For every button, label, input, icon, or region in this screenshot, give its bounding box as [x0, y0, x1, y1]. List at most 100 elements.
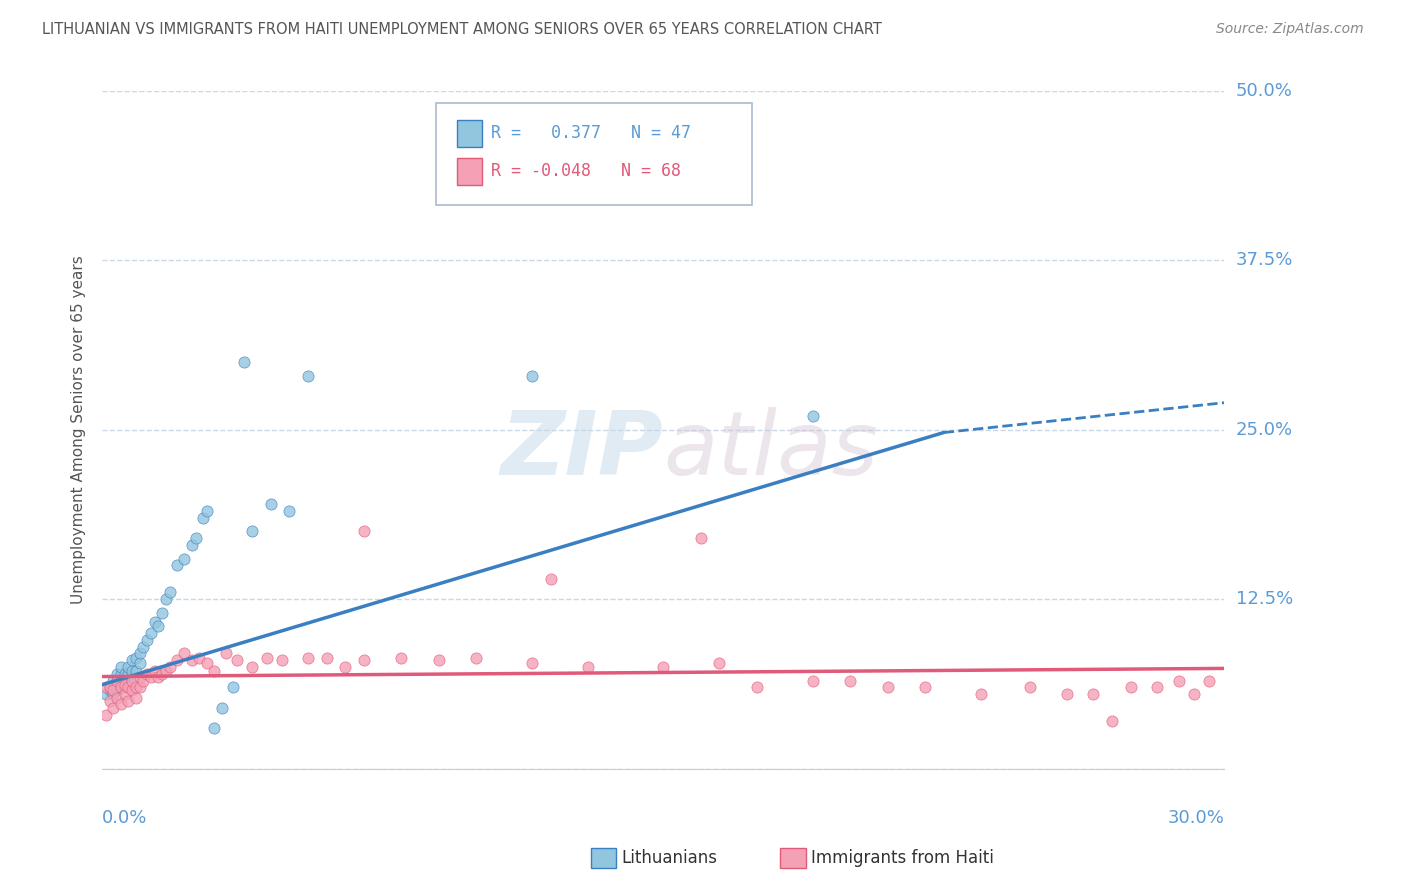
Point — [195, 504, 218, 518]
Point — [195, 656, 218, 670]
Point — [193, 511, 215, 525]
Point — [1101, 714, 1123, 729]
Point — [181, 653, 204, 667]
Point — [121, 664, 143, 678]
Point — [270, 653, 292, 667]
Point — [105, 673, 128, 688]
Point — [105, 673, 128, 688]
Point — [259, 497, 281, 511]
Point — [125, 650, 148, 665]
Point — [188, 650, 211, 665]
Point — [801, 409, 824, 424]
Point — [110, 666, 132, 681]
Point — [970, 687, 993, 701]
Point — [148, 669, 170, 683]
Point — [128, 669, 150, 683]
Point — [297, 650, 319, 665]
Point — [103, 687, 125, 701]
Text: LITHUANIAN VS IMMIGRANTS FROM HAITI UNEMPLOYMENT AMONG SENIORS OVER 65 YEARS COR: LITHUANIAN VS IMMIGRANTS FROM HAITI UNEM… — [42, 22, 882, 37]
Point — [110, 660, 132, 674]
Point — [105, 666, 128, 681]
Text: Lithuanians: Lithuanians — [621, 849, 717, 867]
Point — [876, 681, 898, 695]
Point — [173, 647, 195, 661]
Point — [1146, 681, 1168, 695]
Point — [315, 650, 337, 665]
Point — [181, 538, 204, 552]
Point — [110, 697, 132, 711]
Point — [1018, 681, 1040, 695]
Text: R = -0.048   N = 68: R = -0.048 N = 68 — [491, 162, 681, 180]
Point — [128, 647, 150, 661]
Point — [801, 673, 824, 688]
Point — [121, 673, 143, 688]
Point — [125, 681, 148, 695]
Point — [233, 355, 256, 369]
Point — [155, 592, 177, 607]
Point — [121, 653, 143, 667]
Point — [94, 707, 117, 722]
Point — [353, 524, 375, 539]
Point — [1182, 687, 1205, 701]
Point — [103, 673, 125, 688]
Point — [155, 664, 177, 678]
Point — [297, 368, 319, 383]
Point — [103, 683, 125, 698]
Text: 30.0%: 30.0% — [1167, 809, 1225, 828]
Point — [427, 653, 450, 667]
Text: R =   0.377   N = 47: R = 0.377 N = 47 — [491, 124, 690, 142]
Point — [148, 619, 170, 633]
Point — [256, 650, 278, 665]
Point — [353, 653, 375, 667]
Text: ZIP: ZIP — [501, 407, 664, 493]
Point — [105, 683, 128, 698]
Point — [240, 524, 263, 539]
Point — [114, 673, 136, 688]
Point — [240, 660, 263, 674]
Point — [222, 681, 245, 695]
Point — [132, 640, 155, 654]
Point — [114, 678, 136, 692]
Point — [94, 687, 117, 701]
Text: 12.5%: 12.5% — [1236, 591, 1292, 608]
Point — [184, 531, 207, 545]
Point — [914, 681, 936, 695]
Text: 37.5%: 37.5% — [1236, 252, 1294, 269]
Text: 25.0%: 25.0% — [1236, 421, 1292, 439]
Text: atlas: atlas — [664, 407, 879, 493]
Point — [139, 669, 162, 683]
Point — [139, 626, 162, 640]
Y-axis label: Unemployment Among Seniors over 65 years: Unemployment Among Seniors over 65 years — [72, 255, 86, 604]
Point — [143, 615, 166, 630]
Point — [1168, 673, 1191, 688]
Point — [173, 551, 195, 566]
Point — [114, 687, 136, 701]
Point — [578, 660, 600, 674]
Point — [166, 653, 188, 667]
Point — [150, 666, 173, 681]
Point — [689, 531, 711, 545]
Point — [136, 632, 159, 647]
Point — [1119, 681, 1142, 695]
Text: 0.0%: 0.0% — [103, 809, 148, 828]
Point — [136, 666, 159, 681]
Point — [225, 653, 247, 667]
Point — [128, 656, 150, 670]
Point — [745, 681, 768, 695]
Point — [98, 683, 121, 698]
Point — [278, 504, 301, 518]
Point — [143, 664, 166, 678]
Point — [125, 691, 148, 706]
Point — [117, 660, 139, 674]
Point — [1056, 687, 1078, 701]
Point — [105, 691, 128, 706]
Point — [166, 558, 188, 573]
Point — [117, 681, 139, 695]
Point — [114, 666, 136, 681]
Point — [128, 681, 150, 695]
Point — [132, 673, 155, 688]
Point — [211, 700, 233, 714]
Point — [839, 673, 862, 688]
Point — [121, 683, 143, 698]
Point — [159, 585, 181, 599]
